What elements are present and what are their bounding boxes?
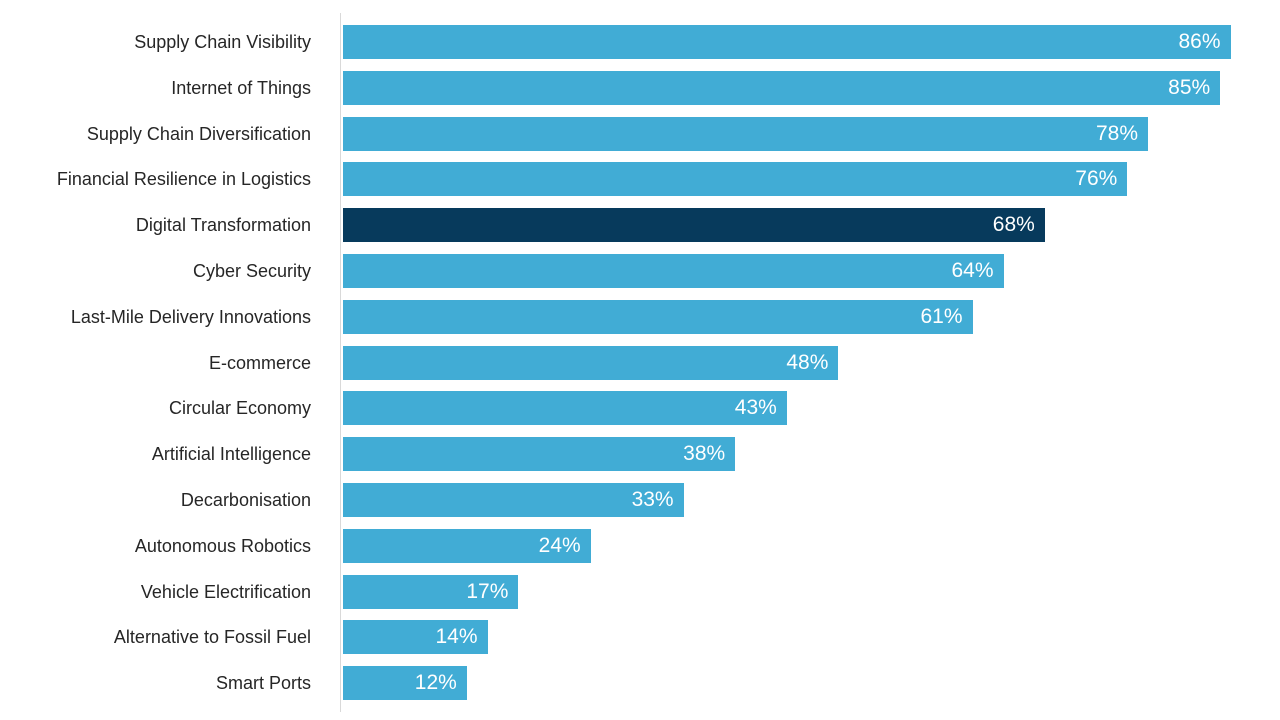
value-label: 85% (1168, 75, 1211, 99)
value-label: 33% (631, 487, 674, 511)
bar: 86% (343, 25, 1231, 59)
bar: 76% (343, 162, 1128, 197)
bar-track: 43% (343, 391, 1280, 426)
chart-row: Circular Economy 43% (0, 391, 1280, 426)
bar-track: 85% (343, 70, 1280, 105)
bar-track: 76% (343, 162, 1280, 197)
category-label: Cyber Security (192, 260, 311, 281)
chart-row: Vehicle Electrification 17% (0, 574, 1280, 609)
category-label: Internet of Things (171, 77, 311, 98)
value-label: 43% (734, 396, 777, 420)
value-label: 86% (1178, 30, 1221, 53)
bar: 64% (343, 253, 1004, 288)
bar: 24% (343, 528, 591, 563)
chart-row: Internet of Things 85% (0, 70, 1280, 105)
bar: 85% (343, 70, 1221, 105)
category-label: Decarbonisation (180, 489, 311, 510)
bar: 14% (343, 620, 488, 655)
bar: 48% (343, 345, 839, 380)
bar-track: 24% (343, 528, 1280, 563)
category-label: Financial Resilience in Logistics (56, 169, 311, 190)
value-label: 78% (1095, 121, 1138, 145)
chart-row: Financial Resilience in Logistics 76% (0, 162, 1280, 197)
value-label: 17% (466, 579, 509, 603)
chart-row: Supply Chain Visibility 86% (0, 25, 1280, 59)
value-label: 61% (920, 304, 963, 328)
value-label: 12% (414, 671, 457, 695)
bar-track: 12% (343, 666, 1280, 701)
bar-track: 38% (343, 437, 1280, 472)
bar: 17% (343, 574, 519, 609)
bar-track: 64% (343, 253, 1280, 288)
bar: 78% (343, 116, 1148, 151)
chart-row: Alternative to Fossil Fuel 14% (0, 620, 1280, 655)
chart-row: Artificial Intelligence 38% (0, 437, 1280, 472)
value-label: 38% (683, 442, 726, 466)
bar: 61% (343, 299, 973, 334)
bar: 33% (343, 482, 684, 517)
chart-row: Decarbonisation 33% (0, 482, 1280, 517)
chart-row: Digital Transformation 68% (0, 208, 1280, 243)
bar: 38% (343, 437, 736, 472)
category-label: Supply Chain Visibility (134, 32, 311, 52)
bar: 12% (343, 666, 467, 701)
category-label: Smart Ports (215, 673, 311, 694)
category-label: Supply Chain Diversification (86, 123, 311, 144)
chart-row: E-commerce 48% (0, 345, 1280, 380)
bar-track: 61% (343, 299, 1280, 334)
value-label: 14% (435, 625, 478, 649)
value-label: 76% (1075, 167, 1118, 191)
bar-rows: Supply Chain Visibility 86% Internet of … (0, 25, 1280, 701)
value-label: 68% (992, 213, 1035, 237)
category-label: Artificial Intelligence (151, 444, 311, 465)
value-label: 64% (951, 258, 994, 282)
chart-row: Supply Chain Diversification 78% (0, 116, 1280, 151)
value-label: 24% (538, 533, 581, 557)
category-label: E-commerce (208, 352, 311, 373)
bar-track: 78% (343, 116, 1280, 151)
chart-row: Autonomous Robotics 24% (0, 528, 1280, 563)
y-axis-line (340, 13, 341, 712)
category-label: Alternative to Fossil Fuel (113, 627, 311, 648)
category-label: Digital Transformation (135, 215, 311, 236)
chart-row: Smart Ports 12% (0, 666, 1280, 701)
bar-track: 68% (343, 208, 1280, 243)
value-label: 48% (786, 350, 829, 374)
category-label: Last-Mile Delivery Innovations (70, 306, 311, 327)
chart-row: Cyber Security 64% (0, 253, 1280, 288)
chart-row: Last-Mile Delivery Innovations 61% (0, 299, 1280, 334)
category-label: Vehicle Electrification (140, 581, 311, 602)
category-label: Circular Economy (168, 398, 311, 419)
bar-track: 14% (343, 620, 1280, 655)
bar: 43% (343, 391, 787, 426)
bar-track: 86% (343, 25, 1280, 59)
category-label: Autonomous Robotics (134, 535, 311, 556)
bar-track: 48% (343, 345, 1280, 380)
bar: 68% (343, 208, 1045, 243)
bar-track: 33% (343, 482, 1280, 517)
bar-track: 17% (343, 574, 1280, 609)
